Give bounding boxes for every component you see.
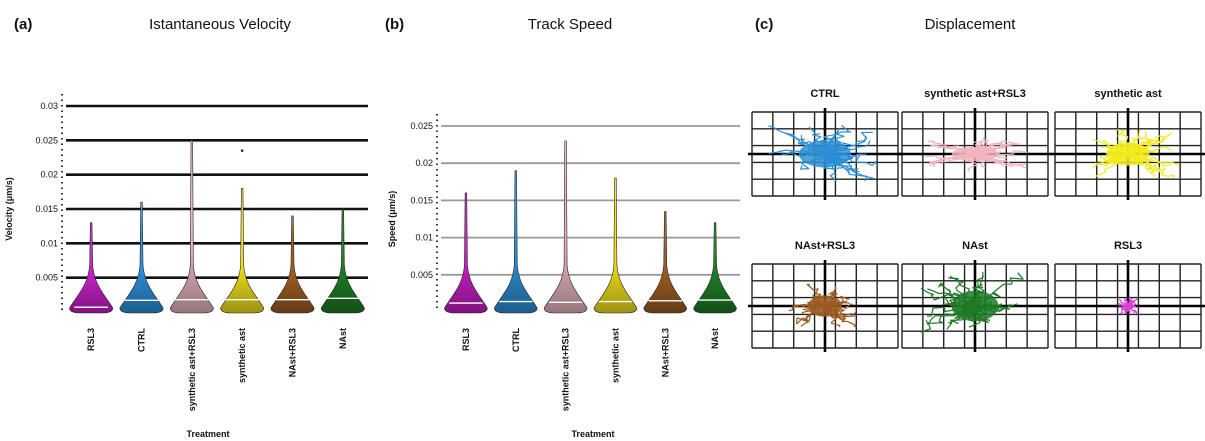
- speed-category-label: synthetic ast: [610, 328, 620, 383]
- velocity-y-tick-label: 0.025: [35, 135, 58, 145]
- velocity-y-tick-label: 0.015: [35, 204, 58, 214]
- speed-y-tick-label: 0.015: [410, 195, 433, 205]
- speed-y-tick-label: 0.025: [410, 121, 433, 131]
- velocity-y-tick-label: 0.02: [40, 170, 58, 180]
- velocity-violin-nast-rsl3: [270, 215, 315, 314]
- speed-category-label: RSL3: [461, 328, 471, 351]
- velocity-outlier-point: [240, 149, 244, 152]
- velocity-violin-nast: [320, 208, 365, 314]
- velocity-x-axis-title: Treatment: [186, 429, 229, 439]
- panel-a-title: Istantaneous Velocity: [149, 16, 291, 33]
- speed-violin-synthetic-ast: [593, 177, 638, 314]
- trajectory-core: [1123, 302, 1133, 310]
- trajectory-core: [1106, 142, 1150, 166]
- velocity-y-axis-title: Velocity (μm/s): [4, 177, 14, 241]
- panel-b-letter: (b): [385, 16, 405, 33]
- trajectory-core: [798, 140, 852, 168]
- trajectory-core: [807, 295, 843, 317]
- displacement-plot-synthetic-ast: [1051, 108, 1205, 200]
- displacement-title-synthetic-ast-rsl3: synthetic ast+RSL3: [924, 88, 1026, 100]
- panel-c-title: Displacement: [924, 16, 1016, 33]
- velocity-category-label: RSL3: [86, 328, 96, 351]
- displacement-title-nast: NAst: [962, 240, 988, 252]
- speed-y-axis-title: Speed (μm/s): [387, 191, 397, 248]
- displacement-plot-nast: [898, 260, 1052, 352]
- velocity-category-label: synthetic ast+RSL3: [187, 328, 197, 411]
- speed-category-label: synthetic ast+RSL3: [561, 328, 571, 411]
- speed-y-tick-label: 0.005: [410, 270, 433, 280]
- panel-c-letter: (c): [755, 16, 774, 33]
- velocity-y-tick-label: 0.03: [40, 101, 58, 111]
- displacement-title-ctrl: CTRL: [810, 88, 840, 100]
- speed-violin-synthetic-ast-rsl3: [543, 140, 588, 314]
- displacement-title-nast-rsl3: NAst+RSL3: [795, 240, 855, 252]
- speed-y-tick-label: 0.01: [415, 233, 433, 243]
- displacement-plot-ctrl: [748, 108, 902, 200]
- speed-violin-nast: [693, 222, 737, 314]
- trajectory-core: [951, 146, 999, 162]
- velocity-category-label: NAst+RSL3: [288, 328, 298, 377]
- speed-category-label: NAst+RSL3: [660, 328, 670, 377]
- panel-a-letter: (a): [14, 16, 33, 33]
- displacement-title-synthetic-ast: synthetic ast: [1094, 88, 1162, 100]
- speed-violin-chart: 0.005 0.01 0.015 0.02 0.025 Speed (μm/s) Treat…: [387, 114, 740, 439]
- velocity-y-tick-label: 0.005: [35, 273, 58, 283]
- displacement-title-rsl3: RSL3: [1114, 240, 1142, 252]
- velocity-y-tick-label: 0.01: [40, 238, 58, 248]
- displacement-plot-nast-rsl3: [748, 260, 902, 352]
- speed-violin-rsl3: [444, 192, 488, 314]
- velocity-category-label: CTRL: [137, 328, 147, 352]
- velocity-category-label: NAst: [338, 328, 348, 349]
- velocity-violin-synthetic-ast-rsl3: [169, 140, 214, 314]
- velocity-violin-chart: 0.005 0.01 0.015 0.02 0.025 0.03 Velocity (μm/…: [4, 94, 368, 439]
- velocity-violin-rsl3: [69, 222, 114, 314]
- displacement-plot-synthetic-ast-rsl3: [898, 108, 1052, 200]
- speed-category-label: NAst: [710, 328, 720, 349]
- speed-violin-ctrl: [494, 170, 538, 314]
- displacement-plot-rsl3: [1051, 260, 1205, 352]
- speed-category-label: CTRL: [511, 328, 521, 352]
- panel-b-title: Track Speed: [527, 16, 613, 33]
- displacement-grid: CTRL synthetic ast+RSL3 synthetic ast NAst+…: [748, 88, 1205, 352]
- speed-x-axis-title: Treatment: [571, 429, 614, 439]
- velocity-category-label: synthetic ast: [237, 328, 247, 383]
- speed-y-tick-label: 0.02: [415, 158, 433, 168]
- velocity-violin-ctrl: [119, 201, 164, 314]
- speed-violin-nast-rsl3: [643, 211, 687, 314]
- velocity-violin-synthetic-ast: [220, 188, 265, 314]
- trajectory-core: [951, 290, 999, 322]
